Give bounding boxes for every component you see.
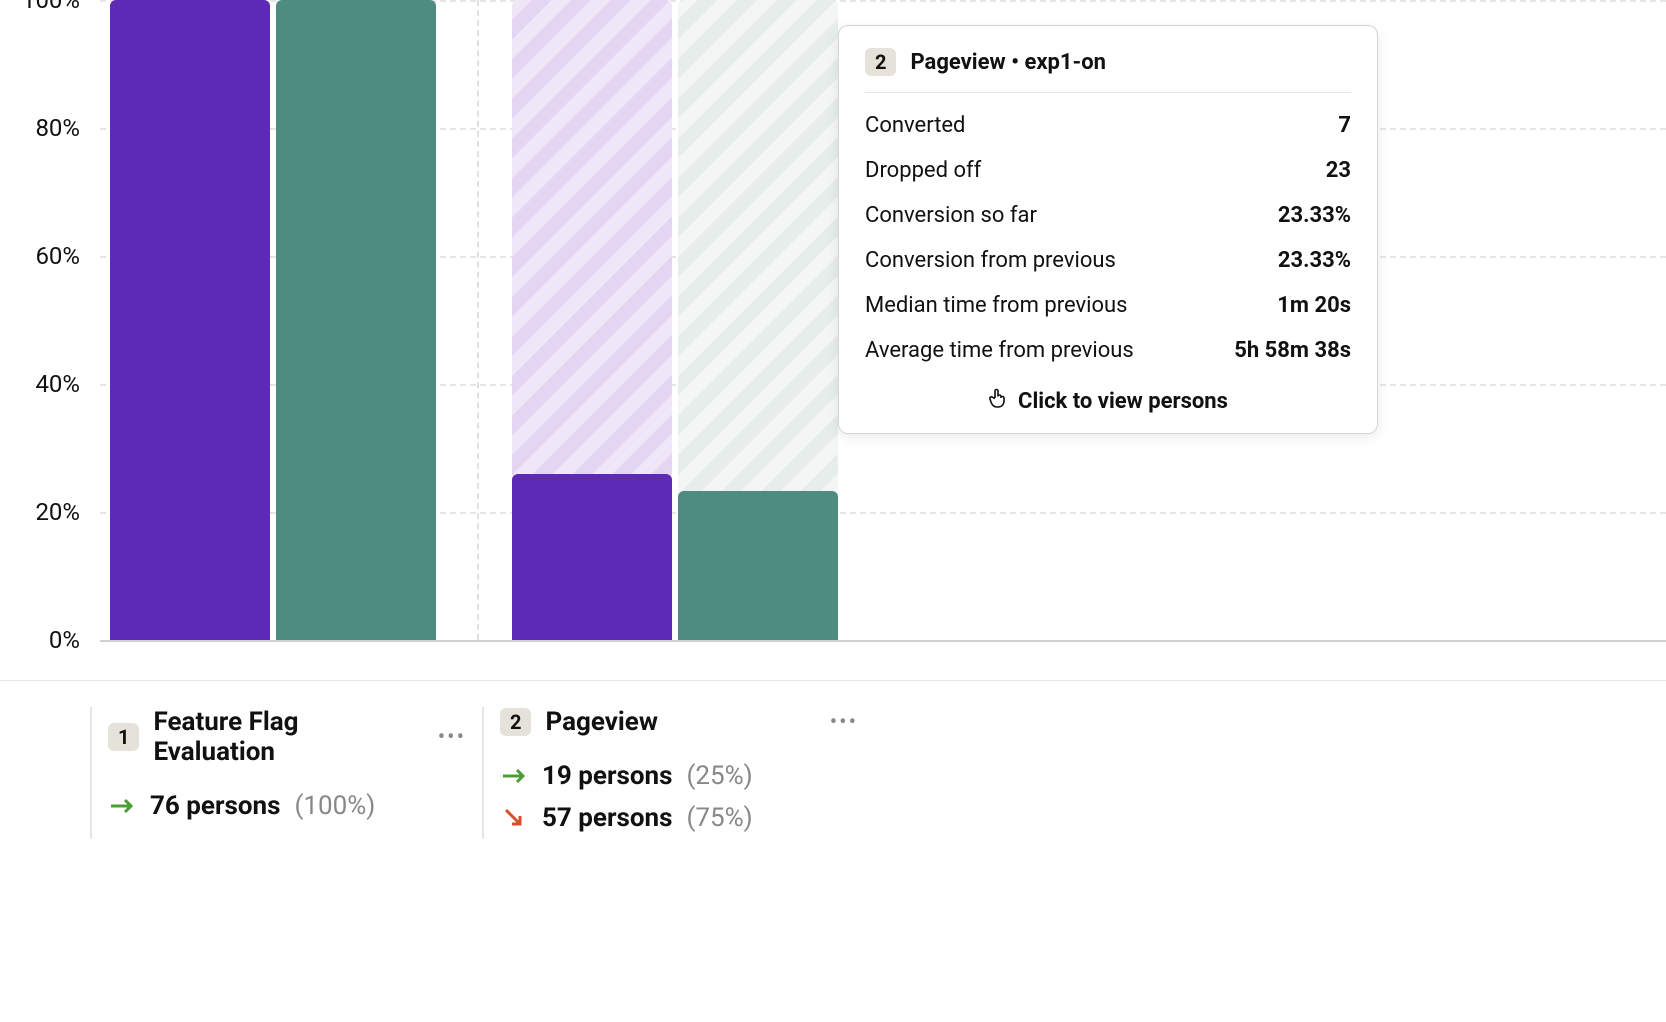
- arrow-right-icon: [108, 797, 136, 815]
- tooltip-row-value: 1m 20s: [1277, 293, 1351, 318]
- bars-region: [100, 0, 844, 640]
- legend-stat-row[interactable]: 76 persons (100%): [108, 785, 466, 827]
- y-axis-tick: 40%: [35, 370, 80, 398]
- bar[interactable]: [678, 0, 838, 640]
- bar-tooltip[interactable]: 2 Pageview • exp1-on Converted 7 Dropped o…: [838, 25, 1378, 434]
- step-number-badge: 2: [500, 708, 531, 736]
- step-number-badge: 1: [108, 723, 139, 751]
- tooltip-header: 2 Pageview • exp1-on: [865, 48, 1351, 93]
- bar-converted-region: [678, 491, 838, 640]
- tooltip-step-badge: 2: [865, 48, 896, 76]
- chart-area: 0% 20% 40% 60% 80% 100% 2 Pageview • exp1-on …: [0, 0, 1666, 660]
- y-axis-tick: 0%: [49, 626, 80, 654]
- legend-stat-row[interactable]: 57 persons (75%): [500, 797, 858, 839]
- tooltip-row: Dropped off 23: [865, 148, 1351, 193]
- tooltip-row-value: 23.33%: [1278, 203, 1351, 228]
- legend-stat-pct: (25%): [686, 761, 752, 791]
- tooltip-row-label: Median time from previous: [865, 293, 1128, 318]
- tooltip-row-label: Dropped off: [865, 158, 981, 183]
- legend-step-title: Pageview: [545, 707, 815, 737]
- legend-stat-pct: (75%): [686, 803, 752, 833]
- baseline: [100, 640, 1666, 642]
- tooltip-row-label: Conversion from previous: [865, 248, 1116, 273]
- arrow-right-icon: [500, 767, 528, 785]
- y-axis-tick: 20%: [35, 498, 80, 526]
- more-options-icon[interactable]: •••: [830, 710, 858, 735]
- bar-converted-region: [276, 0, 436, 640]
- bar-converted-region: [512, 474, 672, 640]
- more-options-icon[interactable]: •••: [438, 725, 466, 750]
- legend-step: 1 Feature Flag Evaluation ••• 76 persons (1…: [90, 707, 482, 839]
- tooltip-footer[interactable]: Click to view persons: [865, 373, 1351, 419]
- bar-group: [110, 0, 442, 640]
- legend-step-header: 1 Feature Flag Evaluation •••: [108, 707, 466, 767]
- tooltip-row-value: 5h 58m 38s: [1234, 338, 1351, 363]
- tooltip-row: Converted 7: [865, 103, 1351, 148]
- tooltip-row-value: 23.33%: [1278, 248, 1351, 273]
- y-axis-tick: 100%: [22, 0, 80, 14]
- bar[interactable]: [110, 0, 270, 640]
- bar-converted-region: [110, 0, 270, 640]
- legend-step-header: 2 Pageview •••: [500, 707, 858, 737]
- group-divider: [477, 0, 479, 640]
- pointer-icon: [988, 387, 1008, 415]
- legend-stat-pct: (100%): [294, 791, 375, 821]
- tooltip-row-label: Converted: [865, 113, 965, 138]
- tooltip-footer-text: Click to view persons: [1018, 389, 1228, 414]
- arrow-down-right-icon: [500, 806, 528, 830]
- y-axis: 0%20%40%60%80%100%: [0, 0, 100, 640]
- tooltip-rows: Converted 7 Dropped off 23 Conversion so far…: [865, 103, 1351, 373]
- legend-stat-text: 76 persons: [150, 791, 280, 821]
- tooltip-row: Conversion from previous 23.33%: [865, 238, 1351, 283]
- funnel-chart-container: 0% 20% 40% 60% 80% 100% 2 Pageview • exp1-on …: [0, 0, 1666, 1022]
- tooltip-row: Median time from previous 1m 20s: [865, 283, 1351, 328]
- legend-area: 1 Feature Flag Evaluation ••• 76 persons (1…: [0, 680, 1666, 839]
- tooltip-row-label: Conversion so far: [865, 203, 1037, 228]
- y-axis-tick: 60%: [35, 242, 80, 270]
- tooltip-row-value: 7: [1338, 113, 1351, 138]
- y-axis-tick: 80%: [35, 114, 80, 142]
- tooltip-row: Average time from previous 5h 58m 38s: [865, 328, 1351, 373]
- tooltip-row-label: Average time from previous: [865, 338, 1134, 363]
- legend-step: 2Pageview•••19 persons (25%)57 persons (…: [482, 707, 874, 839]
- tooltip-title: Pageview • exp1-on: [910, 50, 1105, 75]
- bar-group: [512, 0, 844, 640]
- tooltip-row-value: 23: [1326, 158, 1351, 183]
- tooltip-row: Conversion so far 23.33%: [865, 193, 1351, 238]
- bar[interactable]: [512, 0, 672, 640]
- legend-stat-row[interactable]: 19 persons (25%): [500, 755, 858, 797]
- legend-stat-text: 19 persons: [542, 761, 672, 791]
- legend-step-title: Feature Flag Evaluation: [153, 707, 423, 767]
- legend-stat-text: 57 persons: [542, 803, 672, 833]
- bar[interactable]: [276, 0, 436, 640]
